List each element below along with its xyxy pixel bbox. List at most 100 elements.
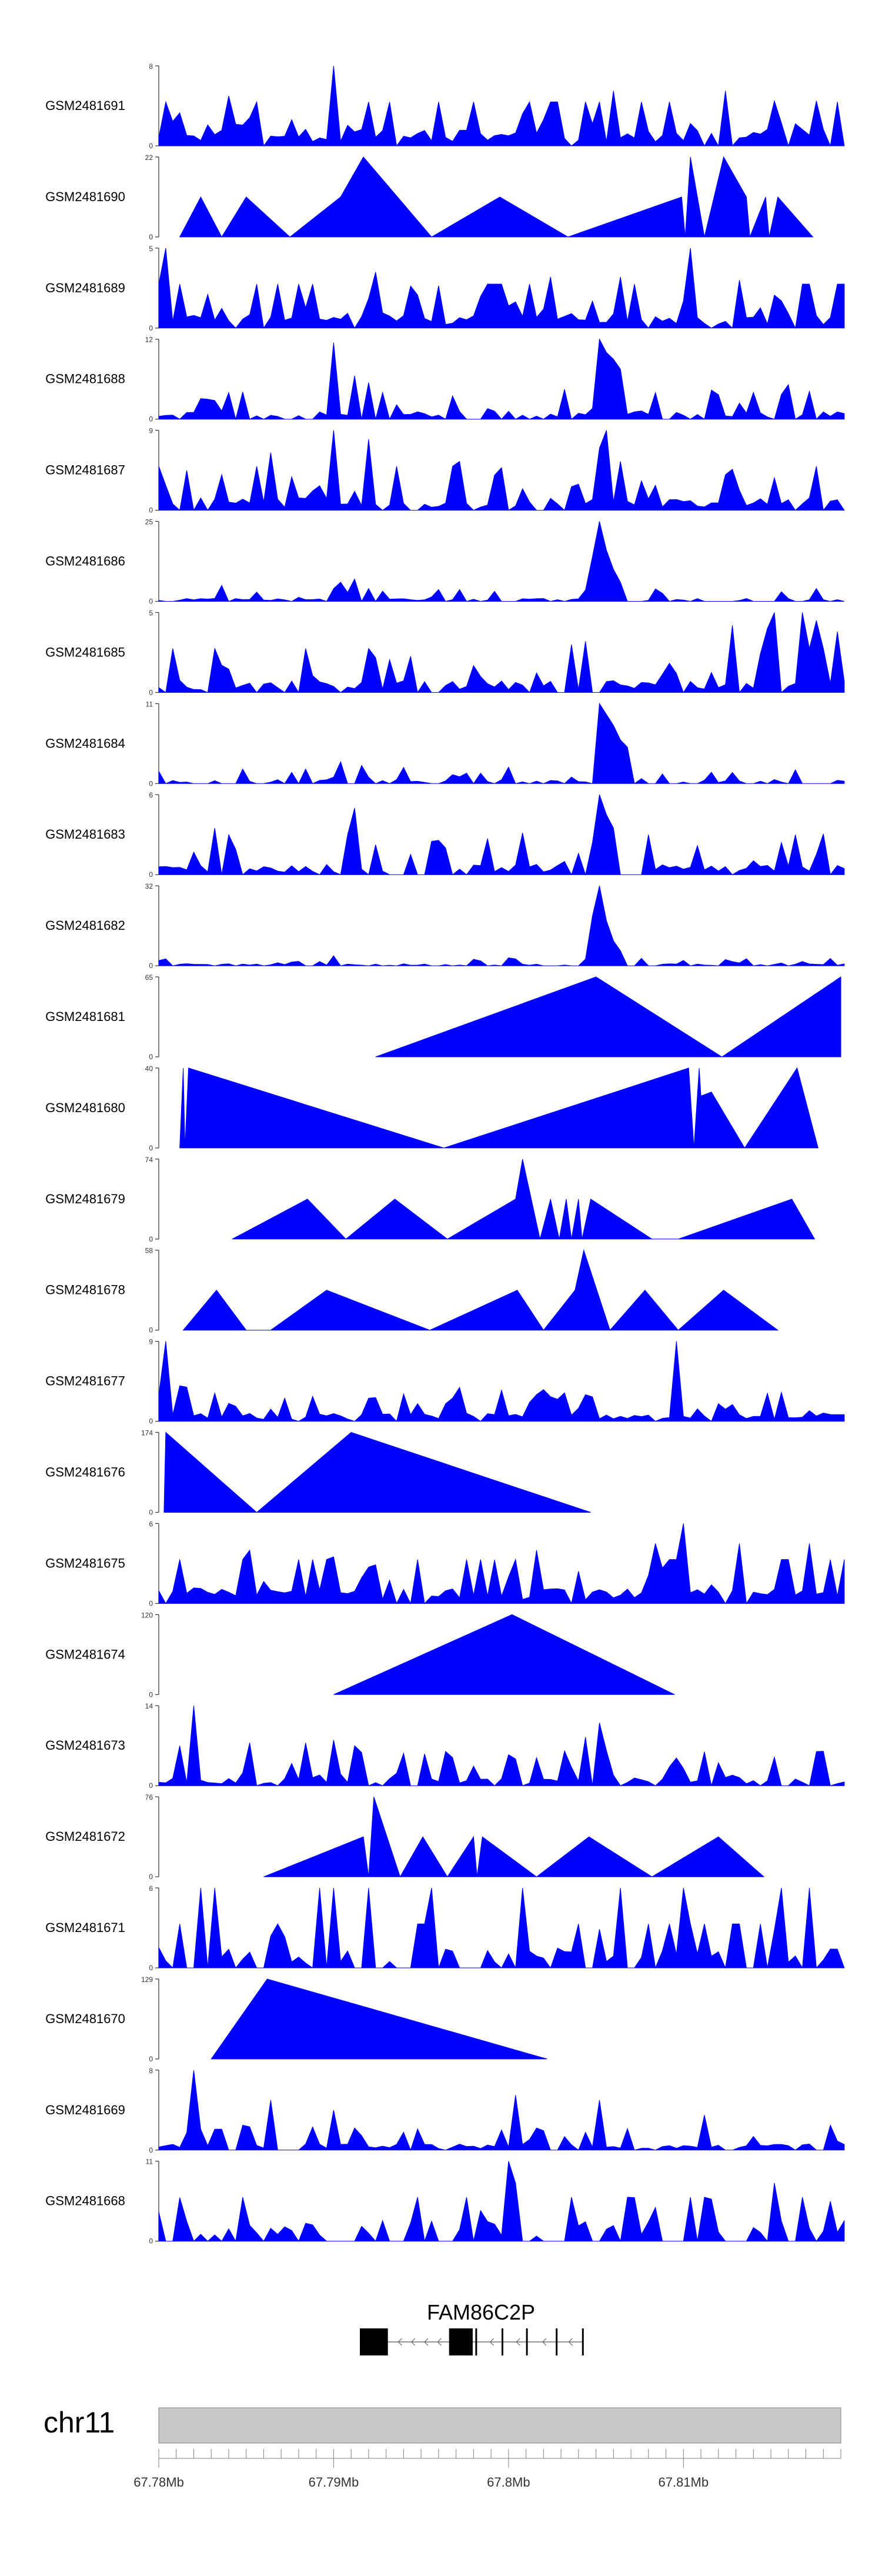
coverage-area [158, 1523, 845, 1605]
coverage-area [158, 2070, 845, 2151]
coverage-area [158, 430, 845, 512]
y-tick-label-min: 0 [149, 2237, 153, 2245]
strand-arrow [424, 2338, 429, 2346]
y-tick-label-min: 0 [149, 1599, 153, 1607]
x-tick-label: 67.81Mb [658, 2475, 709, 2490]
y-tick-label-max: 129 [141, 1976, 153, 1984]
track-GSM2481691: GSM2481691 8 0 [45, 62, 845, 150]
coverage-area [375, 976, 841, 1057]
track-label: GSM2481676 [45, 1465, 125, 1480]
track-GSM2481679: GSM2481679 74 0 [45, 1156, 816, 1243]
track-GSM2481685: GSM2481685 5 0 [45, 609, 845, 696]
coverage-area [158, 1341, 845, 1422]
y-tick-label-min: 0 [149, 598, 153, 606]
y-tick-label-min: 0 [149, 1873, 153, 1881]
coverage-area [182, 1249, 779, 1331]
track-GSM2481689: GSM2481689 5 0 [45, 245, 845, 332]
y-tick-label-max: 11 [146, 2158, 153, 2166]
chromosome-band [158, 2407, 841, 2444]
coverage-area [158, 795, 845, 876]
chromosome-ideogram: chr11 67.78Mb 67.79Mb 67.8Mb 67.81Mb [44, 2406, 841, 2490]
track-label: GSM2481678 [45, 1283, 125, 1297]
track-GSM2481678: GSM2481678 58 0 [45, 1247, 779, 1334]
gene-exon [360, 2328, 388, 2355]
track-label: GSM2481680 [45, 1100, 125, 1115]
coverage-area [158, 1706, 845, 1786]
y-tick-label-max: 76 [145, 1793, 153, 1801]
y-tick-label-max: 58 [145, 1247, 153, 1255]
y-tick-label-max: 8 [149, 62, 153, 71]
y-tick-label-min: 0 [149, 1053, 153, 1061]
coverage-area [158, 248, 845, 329]
coverage-tracks: GSM248169180GSM2481690220GSM248168950GSM… [45, 62, 845, 2245]
track-GSM2481687: GSM2481687 9 0 [45, 427, 845, 515]
strand-arrow [516, 2338, 520, 2346]
coverage-area [158, 885, 845, 966]
y-tick-label-max: 14 [145, 1702, 153, 1710]
coverage-area [179, 1067, 818, 1149]
y-tick-label-min: 0 [149, 1690, 153, 1699]
track-GSM2481683: GSM2481683 6 0 [45, 791, 845, 879]
y-tick-label-max: 32 [145, 882, 153, 890]
y-tick-label-min: 0 [149, 2055, 153, 2063]
y-tick-label-max: 5 [149, 609, 153, 617]
coverage-area [158, 612, 845, 693]
y-tick-label-max: 25 [145, 518, 153, 526]
track-label: GSM2481690 [45, 189, 125, 204]
y-tick-label-max: 6 [149, 1884, 153, 1893]
chromosome-label: chr11 [44, 2406, 115, 2439]
coverage-area [158, 2161, 845, 2243]
coverage-area [211, 1978, 547, 2060]
y-tick-label-min: 0 [149, 142, 153, 150]
strand-arrow [489, 2338, 495, 2346]
y-tick-label-min: 0 [149, 1417, 153, 1426]
y-tick-label-min: 0 [149, 1509, 153, 1517]
strand-arrow [410, 2338, 416, 2346]
track-label: GSM2481687 [45, 463, 125, 478]
y-tick-label-max: 74 [145, 1156, 153, 1164]
track-GSM2481684: GSM2481684 11 0 [45, 700, 845, 788]
track-GSM2481680: GSM2481680 40 0 [45, 1065, 818, 1152]
track-GSM2481682: GSM2481682 32 0 [45, 882, 845, 970]
y-tick-label-max: 6 [149, 791, 153, 799]
track-label: GSM2481689 [45, 281, 125, 295]
y-tick-label-min: 0 [149, 415, 153, 423]
y-tick-label-max: 40 [145, 1065, 153, 1073]
y-tick-label-min: 0 [149, 1235, 153, 1243]
track-GSM2481688: GSM2481688 12 0 [45, 336, 845, 423]
track-label: GSM2481684 [45, 736, 125, 750]
coverage-area [158, 521, 845, 602]
y-tick-label-min: 0 [149, 1781, 153, 1790]
y-tick-label-min: 0 [149, 962, 153, 970]
y-tick-label-min: 0 [149, 1964, 153, 1972]
gene-exon [470, 2328, 473, 2355]
strand-arrow [437, 2338, 442, 2346]
y-tick-label-max: 8 [149, 2067, 153, 2075]
x-tick-label: 67.78Mb [133, 2475, 184, 2490]
gene-track: FAM86C2P [360, 2300, 584, 2355]
y-tick-label-min: 0 [149, 2146, 153, 2154]
track-GSM2481677: GSM2481677 9 0 [45, 1338, 845, 1426]
track-GSM2481676: GSM2481676 174 0 [45, 1429, 591, 1517]
coverage-area [263, 1796, 765, 1878]
y-tick-label-min: 0 [149, 779, 153, 788]
track-label: GSM2481691 [45, 98, 125, 113]
track-label: GSM2481675 [45, 1556, 125, 1570]
track-label: GSM2481671 [45, 1920, 125, 1935]
track-GSM2481668: GSM2481668 11 0 [45, 2158, 845, 2245]
track-label: GSM2481682 [45, 918, 125, 933]
track-GSM2481671: GSM2481671 6 0 [45, 1884, 845, 1972]
y-tick-label-min: 0 [149, 233, 153, 241]
y-tick-label-max: 174 [141, 1429, 153, 1437]
track-GSM2481674: GSM2481674 120 0 [45, 1611, 675, 1699]
track-label: GSM2481674 [45, 1647, 125, 1661]
y-tick-label-max: 11 [146, 700, 153, 708]
x-tick-label: 67.8Mb [487, 2475, 530, 2490]
y-tick-label-min: 0 [149, 688, 153, 696]
gene-exon [526, 2328, 528, 2355]
track-label: GSM2481669 [45, 2103, 125, 2117]
y-tick-label-min: 0 [149, 1144, 153, 1152]
track-GSM2481681: GSM2481681 65 0 [45, 973, 841, 1061]
strand-arrow [542, 2338, 547, 2346]
